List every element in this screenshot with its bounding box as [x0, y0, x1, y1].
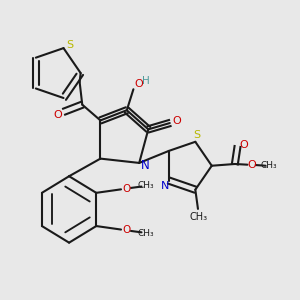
Text: O: O	[123, 225, 131, 235]
Text: CH₃: CH₃	[261, 161, 277, 170]
Text: O: O	[248, 160, 256, 170]
Text: S: S	[194, 130, 200, 140]
Text: CH₃: CH₃	[190, 212, 208, 222]
Text: CH₃: CH₃	[137, 229, 154, 238]
Text: O: O	[123, 184, 131, 194]
Text: O: O	[53, 110, 62, 120]
Text: O: O	[172, 116, 181, 126]
Text: O: O	[134, 79, 143, 89]
Text: CH₃: CH₃	[137, 181, 154, 190]
Text: S: S	[66, 40, 73, 50]
Text: O: O	[240, 140, 248, 150]
Text: N: N	[141, 159, 149, 172]
Text: H: H	[142, 76, 150, 85]
Text: N: N	[160, 181, 169, 191]
